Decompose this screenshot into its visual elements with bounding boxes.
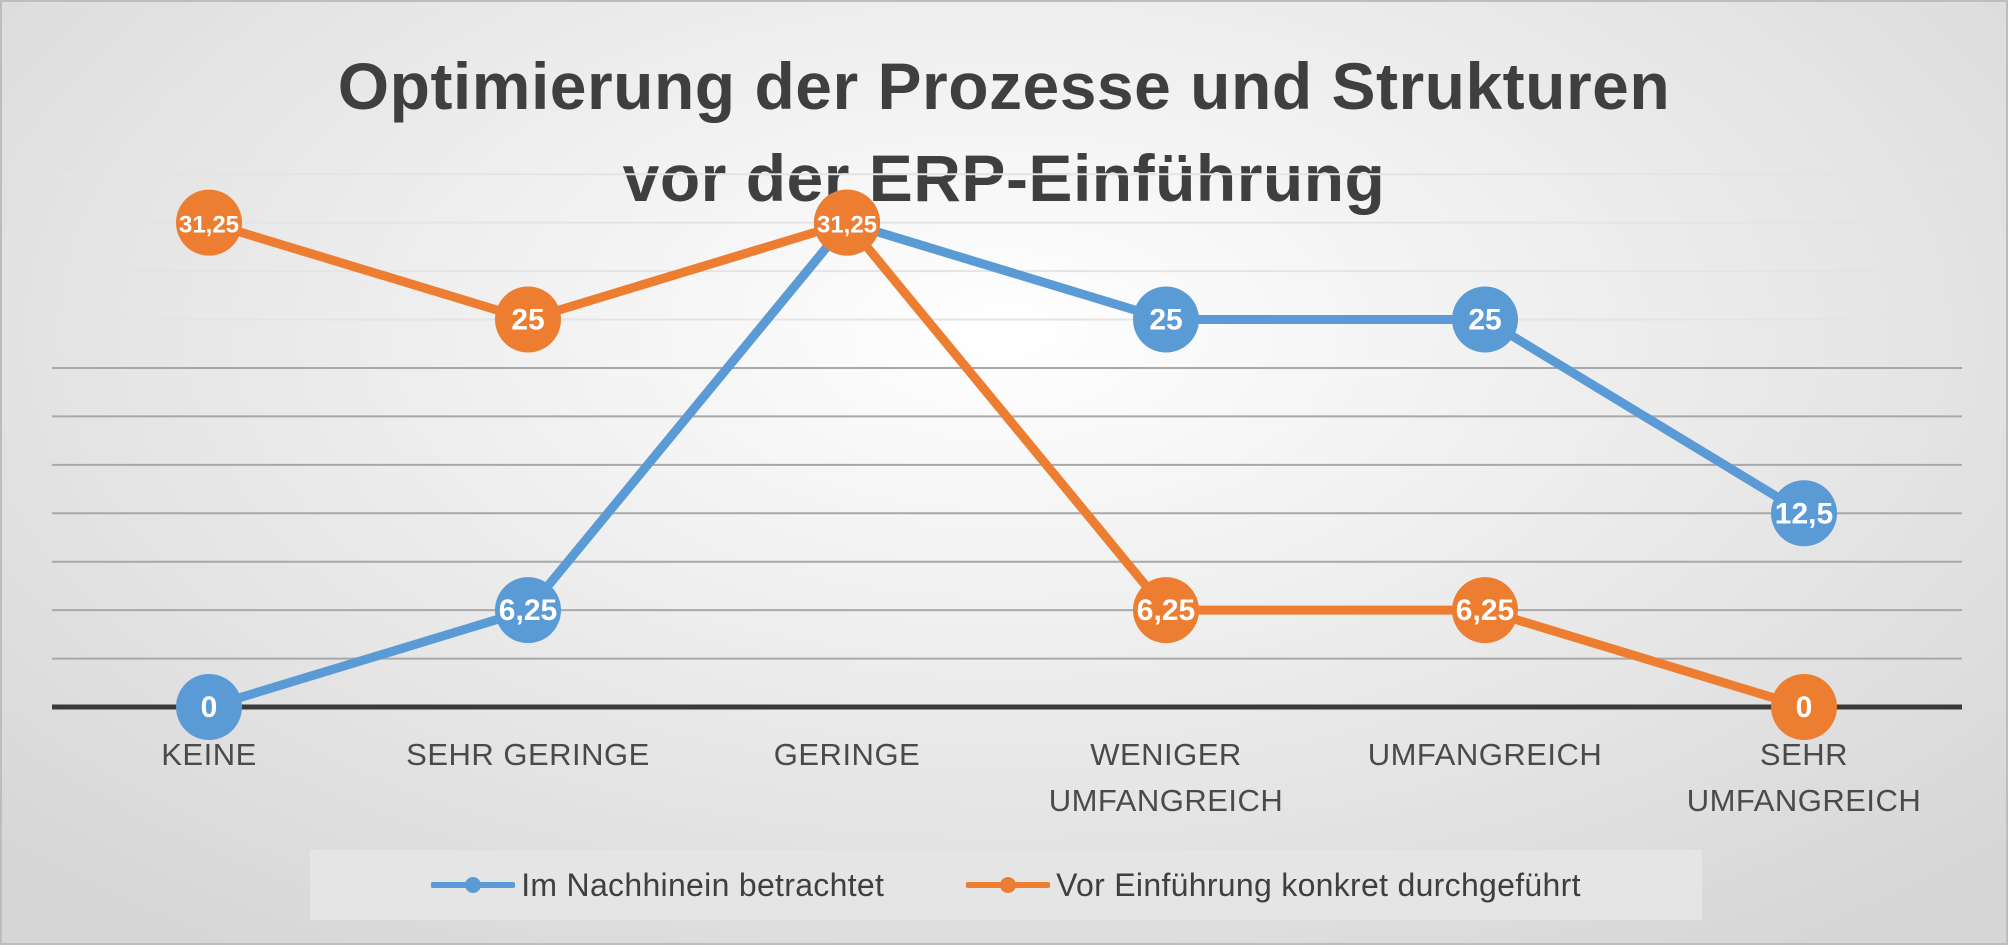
- data-point-series-2: [495, 286, 561, 353]
- legend-item-series-2: Vor Einführung konkret durchgeführt: [966, 867, 1581, 904]
- data-label-series-2: 25: [511, 304, 544, 337]
- data-label-series-1: 0: [201, 691, 218, 724]
- data-label-series-2: 31,25: [817, 212, 877, 239]
- data-label-series-1: 6,25: [499, 594, 557, 627]
- data-point-series-1: [1133, 286, 1199, 353]
- data-label-series-2: 0: [1796, 691, 1813, 724]
- x-tick-label: SEHR GERINGE: [406, 737, 650, 772]
- chart-title-line-2: vor der ERP-Einführung: [622, 141, 1386, 215]
- chart-title: Optimierung der Prozesse und Strukturen …: [2, 40, 2006, 224]
- data-point-series-2: [814, 189, 880, 256]
- x-tick-label: GERINGE: [773, 737, 921, 772]
- data-point-series-2: [1771, 674, 1837, 740]
- x-tick-label: SEHR UMFANGREICH: [1686, 737, 1922, 818]
- legend: Im Nachhinein betrachtet Vor Einführung …: [310, 850, 1702, 920]
- data-point-series-1: [1452, 286, 1518, 353]
- data-point-series-2: [1452, 577, 1518, 644]
- data-point-series-1: [1771, 480, 1837, 547]
- legend-swatch-series-1: [431, 877, 516, 893]
- data-label-series-1: 12,5: [1775, 497, 1833, 530]
- data-label-series-1: 25: [1149, 304, 1182, 337]
- chart-title-line-1: Optimierung der Prozesse und Strukturen: [337, 49, 1671, 123]
- x-tick-label: KEINE: [161, 737, 257, 772]
- data-label-series-2: 6,25: [1137, 594, 1195, 627]
- data-label-series-2: 6,25: [1456, 594, 1514, 627]
- x-tick-label: WENIGER UMFANGREICH: [1048, 737, 1284, 818]
- legend-item-series-1: Im Nachhinein betrachtet: [431, 867, 884, 904]
- data-point-series-2: [176, 189, 242, 256]
- x-tick-label: UMFANGREICH: [1367, 737, 1603, 772]
- data-point-series-1: [176, 674, 242, 740]
- legend-label-series-2: Vor Einführung konkret durchgeführt: [1056, 866, 1581, 903]
- series-line-2: [204, 218, 1809, 712]
- data-point-series-2: [1133, 577, 1199, 644]
- data-label-series-2: 31,25: [179, 212, 239, 239]
- legend-label-series-1: Im Nachhinein betrachtet: [521, 866, 885, 903]
- data-point-series-1: [495, 577, 561, 644]
- series-line-1: [204, 218, 1809, 712]
- legend-swatch-series-2: [966, 877, 1051, 893]
- data-label-series-1: 25: [1468, 304, 1501, 337]
